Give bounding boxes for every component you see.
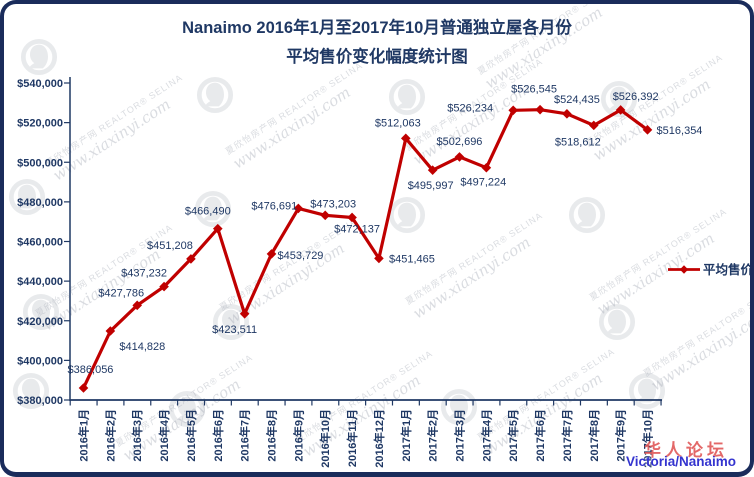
data-label: $451,465 <box>389 253 435 265</box>
data-point <box>186 254 196 264</box>
x-tick-label: 2016年4月 <box>157 409 171 462</box>
y-tick-label: $480,000 <box>17 197 63 209</box>
x-tick-label: 2016年12月 <box>372 409 386 468</box>
data-label: $518,612 <box>555 136 601 148</box>
data-point <box>212 223 223 234</box>
data-label: $423,511 <box>212 324 257 336</box>
x-tick-label: 2016年6月 <box>211 409 225 462</box>
x-tick-label: 2016年5月 <box>184 409 198 462</box>
legend-marker-icon <box>679 265 689 274</box>
data-label: $451,208 <box>147 240 193 252</box>
data-label: $502,696 <box>437 136 483 148</box>
x-tick-label: 2016年3月 <box>130 409 144 462</box>
data-label: $524,435 <box>554 94 600 106</box>
data-label: $453,729 <box>278 250 324 262</box>
y-tick-label: $500,000 <box>17 157 63 169</box>
x-tick-label: 2016年10月 <box>318 409 332 468</box>
x-tick-label: 2017年1月 <box>399 409 413 462</box>
y-tick-label: $420,000 <box>17 316 63 328</box>
data-point <box>320 210 331 221</box>
data-label: $497,224 <box>460 177 506 189</box>
data-label: $466,490 <box>185 206 231 218</box>
data-point <box>347 212 357 223</box>
x-tick-label: 2016年2月 <box>103 409 117 462</box>
data-point <box>132 300 143 311</box>
data-point <box>562 109 572 119</box>
x-tick-label: 2016年7月 <box>238 409 252 462</box>
data-point <box>642 125 653 135</box>
x-tick-label: 2017年5月 <box>506 409 520 462</box>
forum-watermark: 华人论坛 <box>644 441 728 460</box>
x-tick-label: 2016年8月 <box>264 409 278 462</box>
data-point <box>293 203 304 214</box>
data-point <box>588 120 599 131</box>
chart-title-line2: 平均售价变化幅度统计图 <box>286 48 468 66</box>
x-tick-label: 2016年1月 <box>77 409 91 462</box>
y-tick-label: $380,000 <box>17 395 63 407</box>
data-point <box>374 253 384 264</box>
data-label: $512,063 <box>375 117 421 129</box>
y-tick-label: $400,000 <box>17 355 63 367</box>
x-tick-label: 2017年8月 <box>587 409 601 462</box>
chart-title-line1: Nanaimo 2016年1月至2017年10月普通独立屋各月份 <box>182 19 572 37</box>
data-point <box>239 308 250 319</box>
x-tick-label: 2017年10月 <box>640 409 654 468</box>
x-tick-label: 2016年11月 <box>345 409 359 467</box>
data-point <box>615 105 626 115</box>
data-point <box>400 133 411 144</box>
series-line <box>81 108 650 390</box>
data-label: $427,786 <box>98 287 144 299</box>
x-tick-label: 2017年3月 <box>452 409 466 462</box>
y-tick-label: $440,000 <box>17 276 63 288</box>
data-label: $476,691 <box>251 200 297 212</box>
data-label: $473,203 <box>310 198 356 210</box>
data-label: $495,997 <box>408 180 454 192</box>
x-tick-label: 2017年6月 <box>533 409 547 462</box>
data-label: $472,137 <box>334 223 380 235</box>
x-tick-label: 2017年2月 <box>426 409 440 462</box>
data-point <box>266 249 277 259</box>
data-label: $437,232 <box>121 268 167 280</box>
y-tick-label: $540,000 <box>17 78 63 90</box>
data-point <box>78 383 89 393</box>
x-tick-label: 2017年7月 <box>560 409 574 462</box>
legend-label: 平均售价 <box>703 262 754 277</box>
data-label: $526,234 <box>447 102 493 114</box>
y-tick-label: $460,000 <box>17 237 63 249</box>
data-label: $414,828 <box>119 341 165 353</box>
y-tick-label: $520,000 <box>17 118 63 130</box>
data-point <box>508 105 519 116</box>
data-point <box>159 281 169 292</box>
data-label: $386,056 <box>68 364 114 376</box>
x-tick-label: 2017年9月 <box>614 409 628 462</box>
data-label: $526,545 <box>511 84 557 96</box>
data-point <box>105 326 116 336</box>
data-point <box>481 162 492 173</box>
data-label: $516,354 <box>657 125 703 137</box>
x-tick-label: 2017年4月 <box>479 409 493 462</box>
data-point <box>454 152 465 162</box>
x-tick-label: 2016年9月 <box>291 409 305 462</box>
data-label: $526,392 <box>613 91 659 103</box>
region-label: Victoria/Nanaimo <box>626 454 737 469</box>
data-point <box>427 165 438 175</box>
data-point <box>535 104 545 115</box>
